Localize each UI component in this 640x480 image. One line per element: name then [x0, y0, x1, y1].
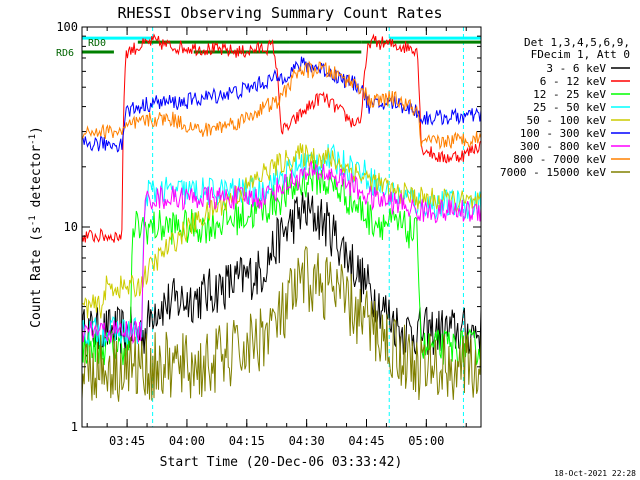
series-line: [81, 245, 482, 402]
series-line: [81, 192, 482, 357]
y-axis-label-sup2: -1: [28, 134, 38, 145]
legend-entry-label: 100 - 300 keV: [520, 127, 606, 140]
x-tick-label: 04:45: [348, 434, 384, 448]
x-axis: 03:45 04:00 04:15 04:30 04:45 05:00: [86, 27, 467, 448]
legend-entry-label: 3 - 6 keV: [546, 62, 606, 75]
legend-entry-label: 6 - 12 keV: [540, 75, 607, 88]
legend-entry-label: 25 - 50 keV: [533, 101, 606, 114]
series-line: [81, 160, 482, 345]
generation-timestamp: 18-Oct-2021 22:28: [554, 469, 636, 478]
x-axis-label: Start Time (20-Dec-06 03:33:42): [160, 455, 403, 470]
legend-entry-label: 50 - 100 keV: [527, 114, 607, 127]
series-line: [81, 33, 482, 243]
series-line: [81, 143, 482, 319]
x-tick-label: 03:45: [109, 434, 145, 448]
legend-entry-label: 7000 - 15000 keV: [500, 166, 606, 179]
legend-entry-label: 800 - 7000 keV: [513, 153, 606, 166]
y-axis-label-sup1: -1: [28, 215, 38, 226]
legend-header-2: FDecim 1, Att 0: [531, 48, 630, 61]
series-layer: [81, 33, 482, 402]
flag-label-rd0: RD0: [88, 38, 106, 49]
x-tick-label: 04:15: [229, 434, 265, 448]
y-axis-label-tail: detector: [29, 145, 44, 216]
y-tick-label: 100: [56, 20, 78, 34]
series-line: [81, 60, 482, 150]
y-tick-label: 1: [71, 420, 78, 434]
flag-label-rd6: RD6: [56, 48, 74, 59]
y-tick-label: 10: [64, 220, 78, 234]
x-tick-label: 04:30: [289, 434, 325, 448]
y-axis-label-close: ): [29, 126, 44, 134]
x-tick-label: 05:00: [408, 434, 444, 448]
series-line: [81, 143, 482, 347]
series-line: [81, 56, 482, 153]
chart-title: RHESSI Observing Summary Count Rates: [117, 4, 442, 22]
x-tick-label: 04:00: [169, 434, 205, 448]
legend-entry-label: 12 - 25 keV: [533, 88, 606, 101]
legend: Det 1,3,4,5,6,9, FDecim 1, Att 0 3 - 6 k…: [500, 36, 630, 179]
y-axis-label: Count Rate (s-1 detector-1): [28, 126, 44, 328]
y-axis: 1 10 100: [56, 20, 481, 434]
series-line: [81, 159, 482, 366]
legend-entry-label: 300 - 800 keV: [520, 140, 606, 153]
legend-header-1: Det 1,3,4,5,6,9,: [524, 36, 630, 49]
y-axis-label-main: Count Rate (s: [29, 226, 44, 328]
